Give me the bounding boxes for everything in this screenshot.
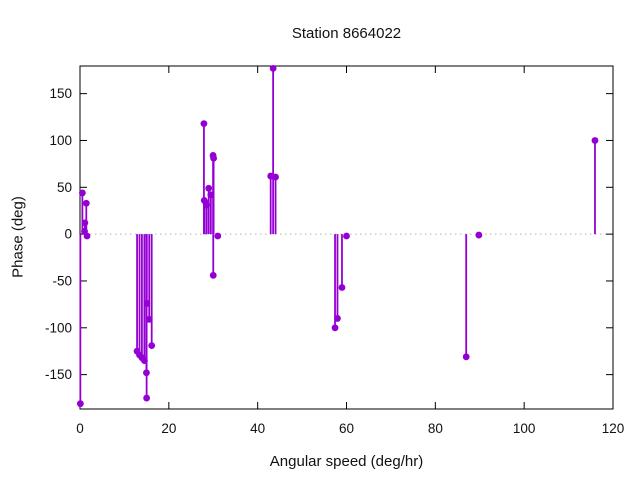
data-point [143, 300, 151, 307]
data-point [462, 353, 470, 361]
y-tick-label: 50 [57, 180, 72, 195]
x-tick-label: 40 [250, 421, 265, 436]
y-tick-label: 100 [49, 133, 72, 148]
data-point [81, 219, 89, 227]
data-point [272, 173, 279, 181]
data-point [475, 231, 483, 239]
x-tick-label: 120 [602, 421, 625, 436]
data-point [591, 137, 599, 144]
data-point [203, 201, 211, 209]
x-tick-label: 20 [161, 421, 176, 436]
y-axis-label: Phase (deg) [9, 196, 27, 278]
data-point [148, 342, 156, 349]
data-point [200, 120, 208, 128]
data-point [269, 64, 277, 72]
x-axis-label: Angular speed (deg/hr) [269, 453, 424, 470]
data-point [205, 184, 213, 192]
data-point [143, 369, 150, 377]
data-point [207, 191, 215, 199]
y-tick-label: -100 [45, 320, 72, 335]
y-tick-label: -150 [45, 367, 72, 382]
x-tick-label: 60 [339, 421, 354, 436]
data-point [338, 284, 346, 291]
x-tick-label: 80 [428, 421, 443, 436]
y-tick-label: -50 [52, 273, 72, 288]
data-point [145, 315, 153, 323]
data-point [83, 232, 91, 240]
chart-title: Station 8664022 [291, 25, 402, 42]
x-tick-label: 100 [513, 421, 536, 436]
data-point [210, 154, 218, 162]
data-point [76, 400, 84, 408]
x-tick-label: 0 [76, 421, 84, 436]
data-point [141, 357, 148, 364]
data-point [78, 189, 86, 197]
data-point [209, 271, 217, 279]
data-point [214, 232, 222, 240]
data-point [331, 324, 339, 332]
data-point [334, 315, 341, 322]
data-point [82, 199, 90, 207]
data-point [343, 232, 350, 240]
y-tick-label: 150 [49, 86, 72, 101]
y-tick-label: 0 [64, 227, 72, 242]
data-point [143, 394, 151, 402]
